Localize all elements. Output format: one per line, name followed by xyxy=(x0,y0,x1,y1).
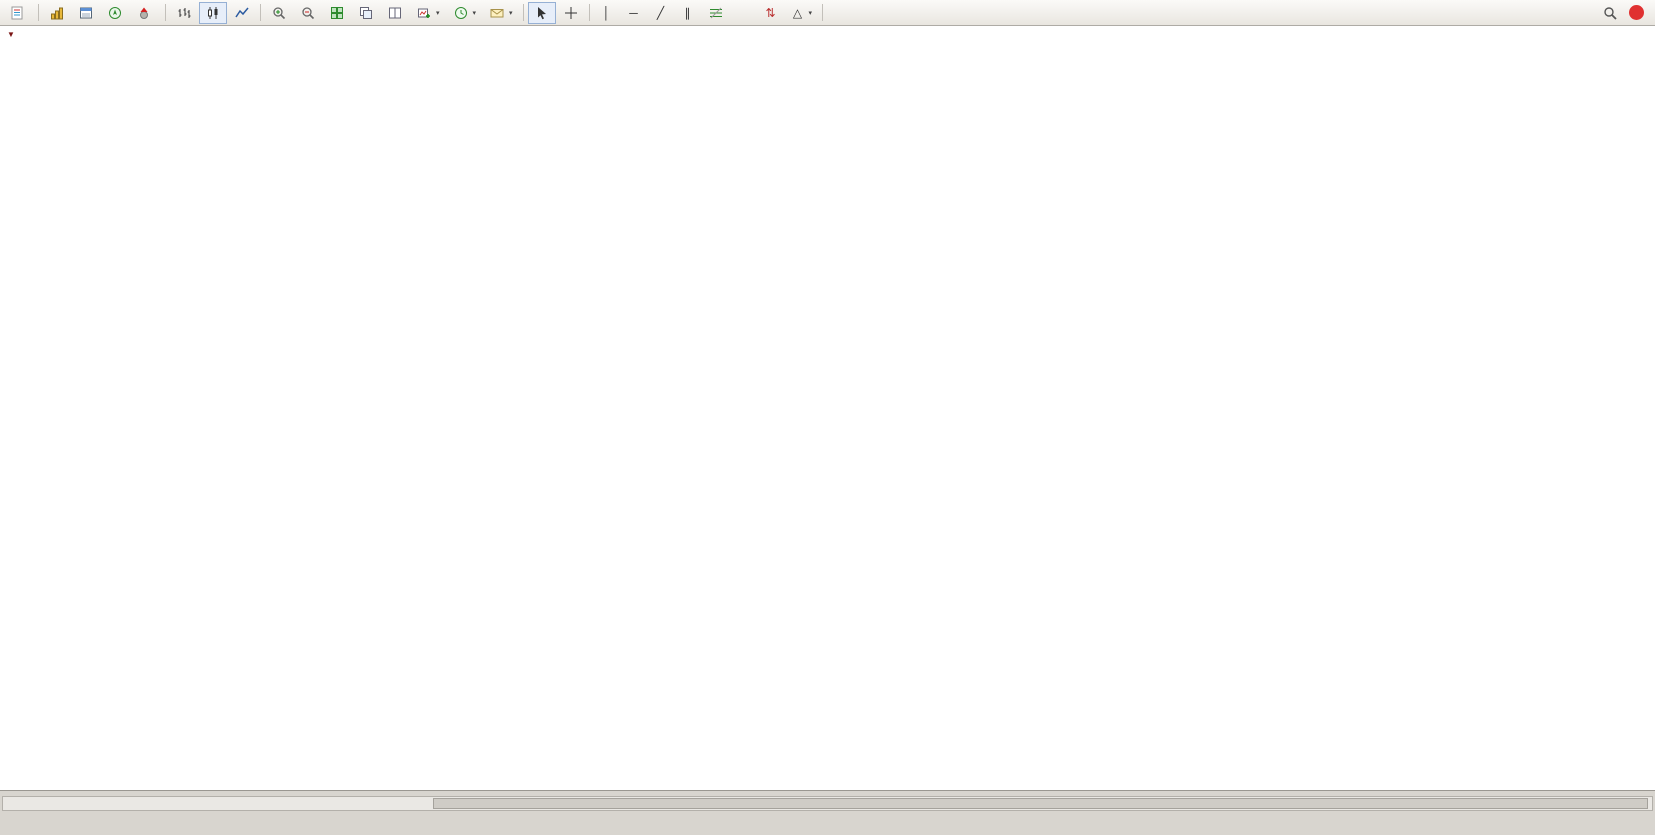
notification-badge[interactable] xyxy=(1629,5,1644,20)
candlestick-chart-button[interactable] xyxy=(199,1,227,24)
arrange-windows-icon xyxy=(387,5,403,21)
charts-icon xyxy=(49,5,65,21)
chart-menu-icon[interactable]: ▼ xyxy=(7,30,15,39)
cursor-icon xyxy=(534,5,550,21)
shapes-tool-button[interactable]: △ ▾ xyxy=(785,2,819,24)
tile-windows-button[interactable] xyxy=(323,2,351,24)
rsi-label xyxy=(6,682,11,694)
toolbar-separator xyxy=(260,4,261,21)
new-chart-icon xyxy=(416,5,432,21)
market-watch-icon xyxy=(78,5,94,21)
chart-canvas[interactable] xyxy=(0,26,1655,790)
toolbar-separator xyxy=(522,4,524,21)
zoom-in-icon xyxy=(271,5,287,21)
line-chart-button[interactable] xyxy=(228,2,256,24)
vertical-line-tool-button[interactable]: │ xyxy=(594,2,620,24)
trendline-icon: ╱ xyxy=(656,5,665,20)
search-button[interactable] xyxy=(1596,2,1624,24)
vertical-line-icon: │ xyxy=(602,5,611,20)
new-order-icon xyxy=(9,5,25,21)
zoom-out-icon xyxy=(300,5,316,21)
arrows-tool-icon: ⇅ xyxy=(765,5,776,20)
indicators-icon xyxy=(489,5,505,21)
navigator-icon xyxy=(107,5,123,21)
cascade-windows-button[interactable] xyxy=(352,2,380,24)
horizontal-scrollbar[interactable] xyxy=(2,796,1653,811)
trendline-tool-button[interactable]: ╱ xyxy=(648,2,674,24)
line-chart-icon xyxy=(234,5,250,21)
dropdown-caret-icon: ▾ xyxy=(436,9,440,17)
arrange-windows-button[interactable] xyxy=(381,2,409,24)
tile-windows-icon xyxy=(329,5,345,21)
toolbar-separator xyxy=(822,4,824,21)
text-tool-button[interactable] xyxy=(731,2,757,24)
indicators-button[interactable]: ▾ xyxy=(483,2,519,24)
bottom-bar xyxy=(0,790,1655,835)
toolbar: ▾ ▾ ▾ │ ─ ╱ ∥ xyxy=(0,0,1655,26)
navigator-button[interactable] xyxy=(101,2,129,24)
horizontal-line-tool-button[interactable]: ─ xyxy=(621,2,647,24)
scrollbar-thumb[interactable] xyxy=(433,798,1648,809)
crosshair-tool-button[interactable] xyxy=(557,2,585,24)
new-order-button[interactable] xyxy=(3,2,34,24)
dropdown-caret-icon: ▾ xyxy=(472,9,477,17)
horizontal-line-icon: ─ xyxy=(629,5,638,20)
fibonacci-tool-button[interactable] xyxy=(702,2,730,24)
fibonacci-icon xyxy=(708,5,724,21)
candlestick-icon xyxy=(205,5,221,21)
toolbar-separator xyxy=(588,4,590,21)
new-chart-button[interactable]: ▾ xyxy=(410,2,446,24)
profiles-button[interactable]: ▾ xyxy=(447,2,483,24)
cursor-tool-button[interactable] xyxy=(527,1,556,24)
dropdown-caret-icon: ▾ xyxy=(509,9,513,17)
toolbar-separator xyxy=(38,4,39,21)
chart-title: ▼ xyxy=(7,30,27,39)
channel-tool-button[interactable]: ∥ xyxy=(675,2,701,24)
charts-button[interactable] xyxy=(43,2,71,24)
crosshair-icon xyxy=(563,5,579,21)
arrows-tool-button[interactable]: ⇅ xyxy=(758,2,784,24)
channel-icon: ∥ xyxy=(684,5,691,20)
chart-window: ▼ xyxy=(0,26,1655,790)
dropdown-caret-icon: ▾ xyxy=(808,9,813,17)
cascade-windows-icon xyxy=(358,5,374,21)
auto-trading-button[interactable] xyxy=(130,2,161,24)
shapes-tool-icon: △ xyxy=(792,5,803,20)
bar-chart-icon xyxy=(176,5,192,21)
auto-trading-icon xyxy=(136,5,152,21)
zoom-in-button[interactable] xyxy=(265,2,293,24)
toolbar-separator xyxy=(165,4,166,21)
macd-label xyxy=(6,584,15,596)
zoom-out-button[interactable] xyxy=(294,2,322,24)
search-icon xyxy=(1602,5,1618,21)
clock-icon xyxy=(453,5,469,21)
market-watch-button[interactable] xyxy=(72,2,100,24)
bar-chart-button[interactable] xyxy=(170,2,198,24)
